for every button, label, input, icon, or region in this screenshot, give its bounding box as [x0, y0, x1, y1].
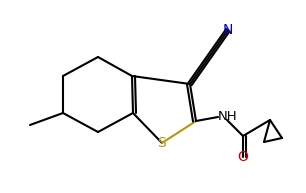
Text: S: S	[158, 136, 166, 150]
Text: O: O	[237, 150, 248, 164]
Text: N: N	[223, 23, 233, 37]
Text: NH: NH	[218, 111, 238, 124]
